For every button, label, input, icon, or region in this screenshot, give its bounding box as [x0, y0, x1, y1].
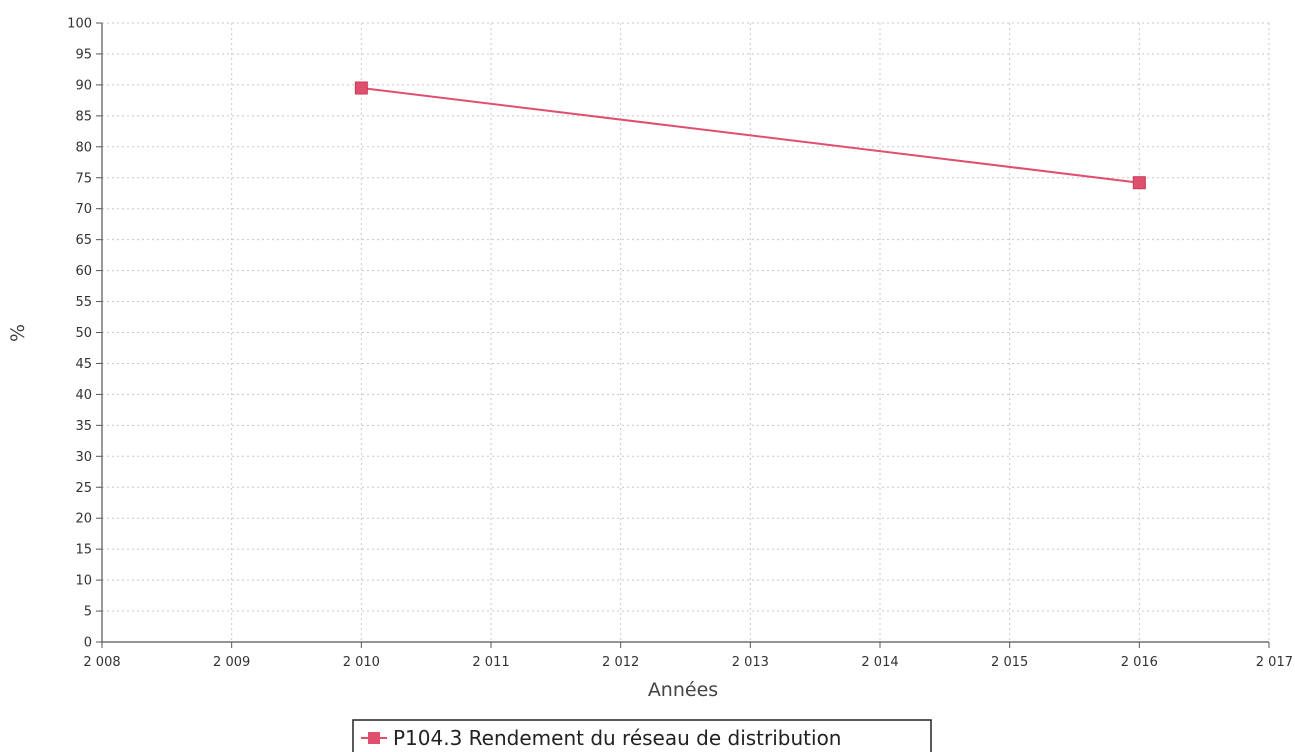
- x-tick-label: 2 017: [1256, 655, 1293, 670]
- legend: P104.3 Rendement du réseau de distributi…: [352, 719, 932, 752]
- data-point: [1132, 176, 1146, 190]
- x-tick-labels: 2 008 2 009 2 010 2 011 2 012 2 013 2 014 2 015…: [83, 655, 1293, 670]
- y-tick-label: 70: [75, 202, 92, 217]
- grid: [101, 22, 1270, 643]
- x-tick-label: 2 011: [472, 655, 509, 670]
- x-tick-label: 2 010: [343, 655, 380, 670]
- y-tick-label: 100: [67, 17, 92, 32]
- legend-marker-swatch: [368, 732, 380, 744]
- y-tick-label: 0: [84, 636, 92, 651]
- x-tick-label: 2 016: [1121, 655, 1158, 670]
- legend-box: [352, 719, 932, 752]
- x-tick-label: 2 013: [732, 655, 769, 670]
- series-line: [361, 87, 1140, 184]
- y-tick-label: 80: [75, 140, 92, 155]
- x-axis-title: Années: [648, 679, 718, 701]
- x-tick-label: 2 012: [602, 655, 639, 670]
- axes: [96, 22, 1270, 648]
- y-tick-label: 90: [75, 78, 92, 93]
- y-tick-label: 65: [75, 233, 92, 248]
- series: [354, 81, 1146, 190]
- x-tick-label: 2 008: [83, 655, 120, 670]
- y-axis-title: %: [7, 324, 29, 342]
- y-tick-label: 40: [75, 388, 92, 403]
- y-tick-label: 55: [75, 295, 92, 310]
- y-tick-label: 45: [75, 357, 92, 372]
- y-tick-label: 85: [75, 109, 92, 124]
- legend-label: P104.3 Rendement du réseau de distributi…: [393, 726, 841, 750]
- y-tick-label: 20: [75, 512, 92, 527]
- x-tick-label: 2 015: [991, 655, 1028, 670]
- data-point: [354, 81, 368, 95]
- y-tick-label: 10: [75, 574, 92, 589]
- y-tick-label: 25: [75, 481, 92, 496]
- y-tick-label: 95: [75, 47, 92, 62]
- y-tick-label: 60: [75, 264, 92, 279]
- x-tick-label: 2 009: [213, 655, 250, 670]
- y-tick-label: 30: [75, 450, 92, 465]
- y-tick-labels: 0 5 10 15 20 25 30 35 40 45 50 55 60 65 70 75 80 85 90 95 10…: [67, 17, 92, 651]
- y-tick-label: 15: [75, 543, 92, 558]
- y-tick-label: 5: [84, 605, 92, 620]
- y-tick-label: 75: [75, 171, 92, 186]
- y-tick-label: 50: [75, 326, 92, 341]
- x-tick-label: 2 014: [861, 655, 898, 670]
- y-tick-label: 35: [75, 419, 92, 434]
